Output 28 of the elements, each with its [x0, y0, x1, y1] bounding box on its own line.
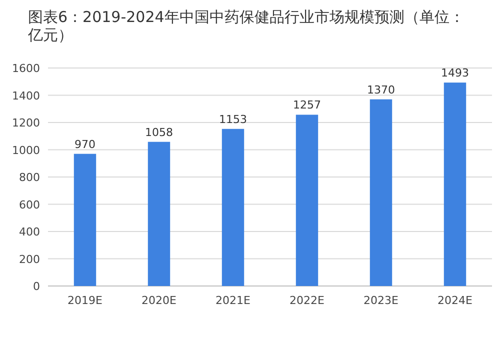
data-label: 1058	[145, 126, 173, 139]
y-tick-label: 1200	[12, 116, 40, 130]
data-label: 1153	[219, 112, 247, 126]
y-tick-label: 200	[19, 252, 40, 266]
bar	[296, 114, 318, 286]
y-tick-label: 800	[19, 171, 40, 184]
data-label: 1370	[367, 83, 395, 96]
data-label: 970	[74, 138, 96, 151]
bar	[222, 128, 244, 286]
y-tick-label: 1400	[12, 89, 40, 102]
x-tick-label: 2023E	[364, 294, 399, 307]
y-tick-label: 1000	[12, 144, 40, 157]
title: 图表6：2019-2024年中国中药保健品行业市场规模预测（单位：亿元）	[28, 8, 464, 44]
bar	[74, 154, 96, 286]
bar	[370, 99, 392, 286]
data-label: 1257	[293, 98, 321, 112]
y-tick-label: 1600	[12, 62, 40, 75]
x-tick-label: 2024E	[438, 294, 473, 307]
y-tick-label: 0	[33, 280, 40, 293]
x-tick-label: 2022E	[290, 294, 325, 307]
y-tick-label: 600	[19, 198, 40, 212]
bar	[148, 142, 170, 286]
x-tick-label: 2019E	[68, 294, 103, 307]
bar	[444, 82, 466, 286]
y-tick-label: 400	[19, 226, 40, 238]
x-tick-label: 2021E	[216, 294, 251, 307]
x-tick-label: 2020E	[142, 294, 177, 307]
data-label: 1493	[441, 66, 469, 80]
